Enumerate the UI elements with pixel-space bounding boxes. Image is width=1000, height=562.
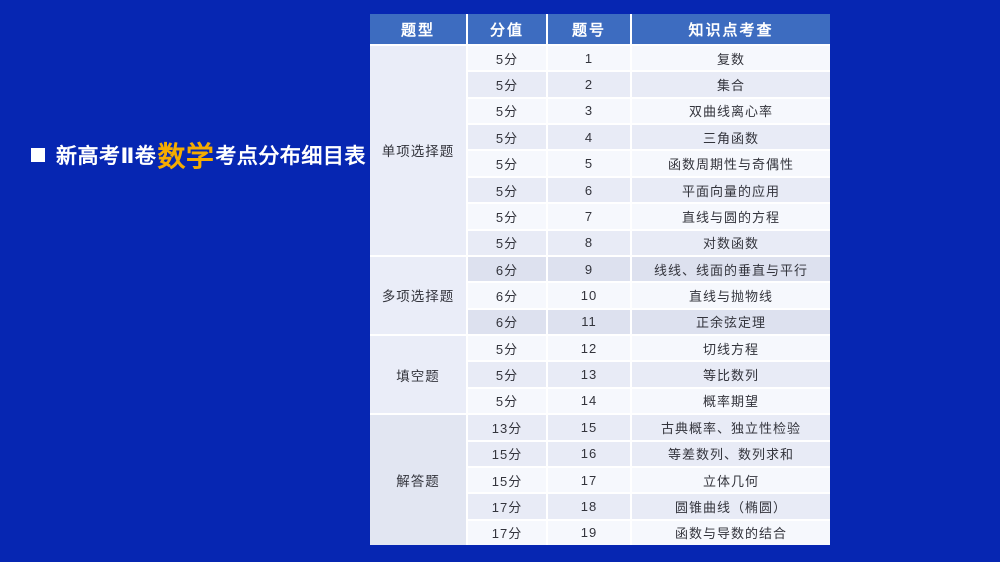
number-cell: 7 bbox=[548, 204, 630, 229]
square-bullet-icon bbox=[31, 148, 45, 162]
knowledge-cell: 复数 bbox=[632, 46, 830, 71]
header-cell-number: 题号 bbox=[548, 14, 630, 44]
score-cell: 6分 bbox=[468, 256, 546, 282]
number-cell: 14 bbox=[548, 388, 630, 414]
group-cell-single-choice: 单项选择题 bbox=[370, 46, 466, 255]
header-cell-type: 题型 bbox=[370, 14, 466, 44]
number-cell: 2 bbox=[548, 72, 630, 97]
score-cell: 5分 bbox=[468, 46, 546, 71]
number-cell: 16 bbox=[548, 441, 630, 466]
score-cell: 6分 bbox=[468, 309, 546, 335]
group-cell-multi-choice: 多项选择题 bbox=[370, 256, 466, 335]
title-highlight: 数学 bbox=[157, 141, 215, 172]
number-cell: 6 bbox=[548, 177, 630, 203]
number-cell: 15 bbox=[548, 415, 630, 440]
number-cell: 19 bbox=[548, 520, 630, 545]
score-cell: 6分 bbox=[468, 283, 546, 308]
header-cell-knowledge: 知识点考查 bbox=[632, 14, 830, 44]
group-cell-free-response: 解答题 bbox=[370, 415, 466, 545]
number-cell: 1 bbox=[548, 46, 630, 71]
score-cell: 5分 bbox=[468, 362, 546, 387]
knowledge-cell: 圆锥曲线（椭圆） bbox=[632, 494, 830, 519]
knowledge-cell: 直线与抛物线 bbox=[632, 283, 830, 308]
number-cell: 18 bbox=[548, 494, 630, 519]
knowledge-cell: 古典概率、独立性检验 bbox=[632, 415, 830, 440]
score-cell: 15分 bbox=[468, 441, 546, 466]
exam-point-table: 题型 分值 题号 知识点考查 单项选择题 5分 1 复数 5分 2 集合 5分 … bbox=[370, 14, 830, 545]
group-cell-fill-blank: 填空题 bbox=[370, 336, 466, 414]
score-cell: 17分 bbox=[468, 520, 546, 545]
knowledge-cell: 立体几何 bbox=[632, 467, 830, 493]
knowledge-cell: 集合 bbox=[632, 72, 830, 97]
score-cell: 5分 bbox=[468, 336, 546, 361]
knowledge-cell: 等比数列 bbox=[632, 362, 830, 387]
number-cell: 9 bbox=[548, 256, 630, 282]
knowledge-cell: 函数周期性与奇偶性 bbox=[632, 151, 830, 176]
page-title-text: 新高考Ⅱ卷 数学 考点分布细目表 bbox=[56, 135, 366, 175]
knowledge-cell: 线线、线面的垂直与平行 bbox=[632, 256, 830, 282]
score-cell: 5分 bbox=[468, 177, 546, 203]
score-cell: 5分 bbox=[468, 72, 546, 97]
knowledge-cell: 三角函数 bbox=[632, 125, 830, 150]
knowledge-cell: 对数函数 bbox=[632, 230, 830, 255]
header-cell-score: 分值 bbox=[468, 14, 546, 44]
number-cell: 12 bbox=[548, 336, 630, 361]
number-cell: 17 bbox=[548, 467, 630, 493]
score-cell: 5分 bbox=[468, 98, 546, 124]
title-prefix: 新高考Ⅱ卷 bbox=[56, 145, 157, 168]
knowledge-cell: 平面向量的应用 bbox=[632, 177, 830, 203]
score-cell: 15分 bbox=[468, 467, 546, 493]
score-cell: 5分 bbox=[468, 125, 546, 150]
number-cell: 5 bbox=[548, 151, 630, 176]
knowledge-cell: 正余弦定理 bbox=[632, 309, 830, 335]
knowledge-cell: 直线与圆的方程 bbox=[632, 204, 830, 229]
score-cell: 5分 bbox=[468, 230, 546, 255]
number-cell: 3 bbox=[548, 98, 630, 124]
number-cell: 10 bbox=[548, 283, 630, 308]
knowledge-cell: 切线方程 bbox=[632, 336, 830, 361]
score-cell: 5分 bbox=[468, 151, 546, 176]
number-cell: 11 bbox=[548, 309, 630, 335]
number-cell: 8 bbox=[548, 230, 630, 255]
score-cell: 5分 bbox=[468, 204, 546, 229]
score-cell: 13分 bbox=[468, 415, 546, 440]
number-cell: 13 bbox=[548, 362, 630, 387]
knowledge-cell: 函数与导数的结合 bbox=[632, 520, 830, 545]
score-cell: 17分 bbox=[468, 494, 546, 519]
knowledge-cell: 等差数列、数列求和 bbox=[632, 441, 830, 466]
title-suffix: 考点分布细目表 bbox=[215, 145, 366, 168]
score-cell: 5分 bbox=[468, 388, 546, 414]
knowledge-cell: 双曲线离心率 bbox=[632, 98, 830, 124]
page-title: 新高考Ⅱ卷 数学 考点分布细目表 bbox=[31, 128, 366, 182]
knowledge-cell: 概率期望 bbox=[632, 388, 830, 414]
number-cell: 4 bbox=[548, 125, 630, 150]
